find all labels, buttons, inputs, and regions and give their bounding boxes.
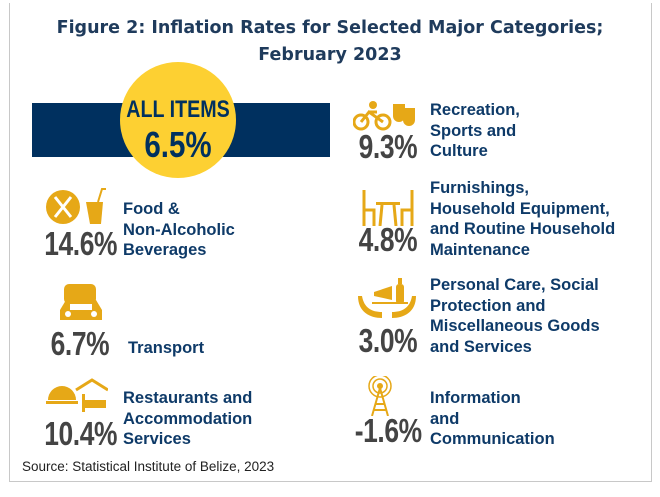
label-line: Recreation, bbox=[430, 101, 520, 119]
furnishings-value: 4.8% bbox=[358, 221, 417, 258]
label-line: Household Equipment, bbox=[430, 199, 610, 218]
label-line: Accommodation bbox=[123, 409, 253, 428]
antenna-tower-icon bbox=[368, 376, 392, 416]
restaurants-value: 10.4% bbox=[44, 415, 117, 452]
label-line: Protection and bbox=[430, 296, 546, 315]
label-line: Information bbox=[430, 389, 521, 407]
figure-frame bbox=[9, 3, 652, 482]
food-and-drink-icon bbox=[46, 188, 106, 224]
figure-title-line1: Figure 2: Inflation Rates for Selected M… bbox=[56, 18, 604, 38]
label-line: Beverages bbox=[123, 241, 207, 259]
personal-care-value: 3.0% bbox=[358, 322, 417, 359]
label-line: Furnishings, bbox=[430, 179, 529, 197]
food-label: Food & Non-Alcoholic Beverages bbox=[123, 199, 235, 261]
transport-label: Transport bbox=[128, 338, 204, 359]
information-value: -1.6% bbox=[355, 412, 422, 449]
label-line: and Services bbox=[430, 337, 532, 356]
label-line: Communication bbox=[430, 430, 555, 448]
information-label: Information and Communication bbox=[430, 388, 555, 450]
hands-personal-care-icon bbox=[358, 278, 416, 318]
source-note: Source: Statistical Institute of Belize,… bbox=[22, 459, 275, 474]
figure-title-line2: February 2023 bbox=[258, 45, 402, 65]
restaurant-hotel-icon bbox=[46, 378, 108, 412]
table-chairs-icon bbox=[362, 190, 414, 226]
label-line: Maintenance bbox=[430, 240, 530, 259]
bicycle-theatre-masks-icon bbox=[353, 101, 415, 131]
all-items-label: ALL ITEMS bbox=[126, 96, 230, 123]
recreation-label: Recreation, Sports and Culture bbox=[430, 100, 520, 162]
label-line: Transport bbox=[128, 339, 205, 357]
personal-care-label: Personal Care, Social Protection and Mis… bbox=[430, 275, 600, 357]
label-line: Services bbox=[123, 430, 191, 448]
label-line: Restaurants and bbox=[123, 389, 253, 407]
label-line: Miscellaneous Goods bbox=[430, 317, 600, 335]
label-line: Food & bbox=[123, 200, 180, 218]
label-line: Personal Care, Social bbox=[430, 276, 599, 294]
all-items-value: 6.5% bbox=[144, 124, 212, 165]
label-line: Culture bbox=[430, 142, 488, 160]
label-line: and Routine Household bbox=[430, 220, 616, 238]
car-bus-icon bbox=[60, 284, 102, 320]
label-line: Non-Alcoholic bbox=[123, 220, 235, 239]
label-line: and bbox=[430, 409, 460, 428]
label-line: Sports and bbox=[430, 121, 517, 140]
transport-value: 6.7% bbox=[50, 325, 109, 362]
furnishings-label: Furnishings, Household Equipment, and Ro… bbox=[430, 178, 615, 260]
recreation-value: 9.3% bbox=[358, 128, 417, 165]
food-value: 14.6% bbox=[44, 225, 117, 262]
restaurants-label: Restaurants and Accommodation Services bbox=[123, 388, 252, 450]
all-items-circle bbox=[120, 62, 236, 178]
